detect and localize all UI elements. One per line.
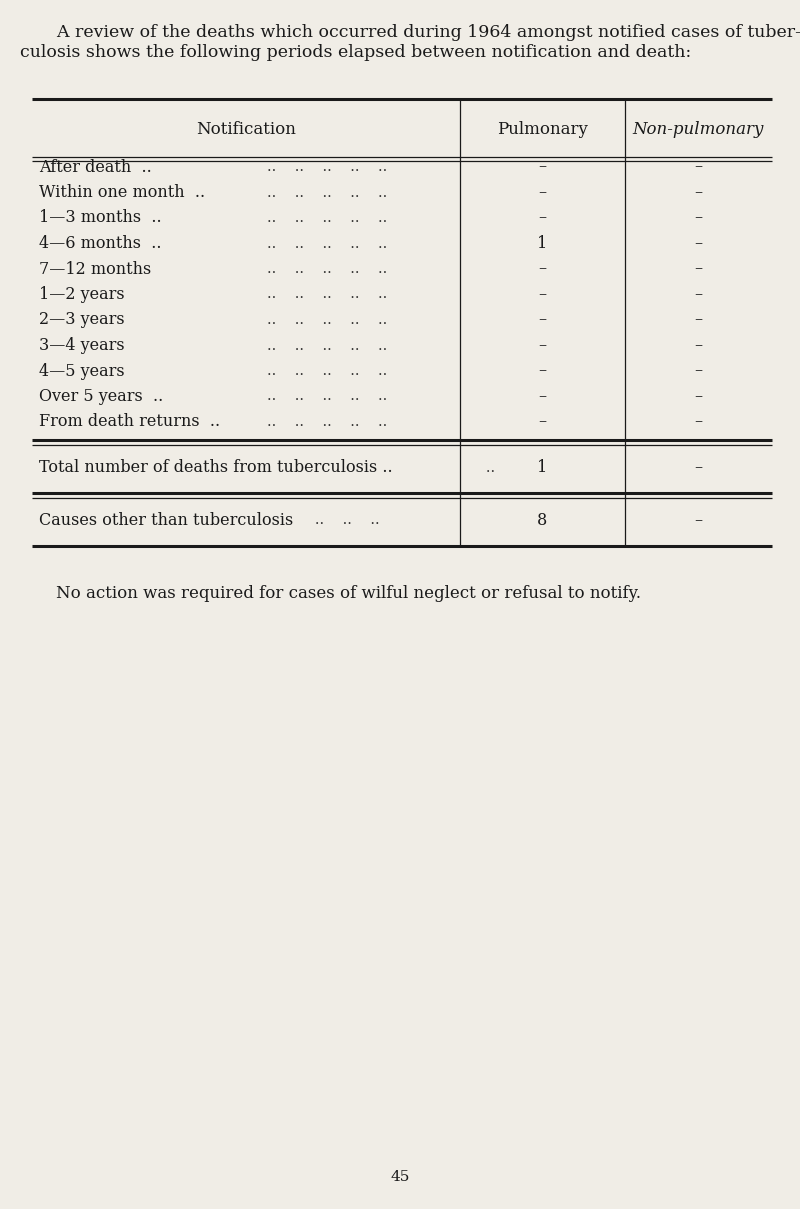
Text: –: –	[538, 287, 546, 303]
Text: 4—6 months  ..: 4—6 months ..	[39, 235, 162, 251]
Text: 1—2 years: 1—2 years	[39, 287, 125, 303]
Text: After death  ..: After death ..	[39, 158, 152, 175]
Text: 4—5 years: 4—5 years	[39, 363, 125, 380]
Text: –: –	[538, 413, 546, 430]
Text: –: –	[694, 388, 702, 405]
Text: Pulmonary: Pulmonary	[497, 121, 588, 138]
Text: –: –	[538, 388, 546, 405]
Text: ..    ..    ..: .. .. ..	[301, 514, 380, 527]
Text: ..    ..    ..    ..    ..: .. .. .. .. ..	[267, 288, 387, 301]
Text: culosis shows the following periods elapsed between notification and death:: culosis shows the following periods elap…	[20, 44, 691, 60]
Text: From death returns  ..: From death returns ..	[39, 413, 220, 430]
Text: ..    ..    ..    ..    ..: .. .. .. .. ..	[267, 415, 387, 429]
Text: –: –	[538, 158, 546, 175]
Text: –: –	[538, 209, 546, 226]
Text: ..    ..    ..    ..    ..: .. .. .. .. ..	[267, 364, 387, 378]
Text: –: –	[694, 260, 702, 278]
Text: ..    ..    ..    ..    ..: .. .. .. .. ..	[267, 389, 387, 404]
Text: 1: 1	[538, 459, 548, 476]
Text: –: –	[538, 260, 546, 278]
Text: ..    ..    ..    ..    ..: .. .. .. .. ..	[267, 313, 387, 326]
Text: ..    ..    ..    ..    ..: .. .. .. .. ..	[267, 212, 387, 225]
Text: 3—4 years: 3—4 years	[39, 337, 125, 354]
Text: –: –	[694, 337, 702, 354]
Text: –: –	[538, 312, 546, 329]
Text: 8: 8	[538, 511, 548, 530]
Text: –: –	[694, 312, 702, 329]
Text: –: –	[694, 413, 702, 430]
Text: ..: ..	[472, 461, 495, 474]
Text: –: –	[538, 337, 546, 354]
Text: –: –	[694, 235, 702, 251]
Text: –: –	[538, 184, 546, 201]
Text: –: –	[694, 363, 702, 380]
Text: 1: 1	[538, 235, 548, 251]
Text: –: –	[538, 363, 546, 380]
Text: Notification: Notification	[196, 121, 296, 138]
Text: ..    ..    ..    ..    ..: .. .. .. .. ..	[267, 237, 387, 250]
Text: Over 5 years  ..: Over 5 years ..	[39, 388, 163, 405]
Text: No action was required for cases of wilful neglect or refusal to notify.: No action was required for cases of wilf…	[35, 585, 641, 602]
Text: Non-pulmonary: Non-pulmonary	[633, 121, 764, 138]
Text: Causes other than tuberculosis: Causes other than tuberculosis	[39, 511, 294, 530]
Text: ..    ..    ..    ..    ..: .. .. .. .. ..	[267, 262, 387, 276]
Text: 1—3 months  ..: 1—3 months ..	[39, 209, 162, 226]
Text: Within one month  ..: Within one month ..	[39, 184, 205, 201]
Text: –: –	[694, 158, 702, 175]
Text: –: –	[694, 459, 702, 476]
Text: –: –	[694, 511, 702, 530]
Text: –: –	[694, 209, 702, 226]
Text: Total number of deaths from tuberculosis ..: Total number of deaths from tuberculosis…	[39, 459, 393, 476]
Text: –: –	[694, 287, 702, 303]
Text: 2—3 years: 2—3 years	[39, 312, 125, 329]
Text: ..    ..    ..    ..    ..: .. .. .. .. ..	[267, 339, 387, 353]
Text: ..    ..    ..    ..    ..: .. .. .. .. ..	[267, 185, 387, 199]
Text: 7—12 months: 7—12 months	[39, 260, 151, 278]
Text: –: –	[694, 184, 702, 201]
Text: ..    ..    ..    ..    ..: .. .. .. .. ..	[267, 160, 387, 174]
Text: 45: 45	[390, 1170, 410, 1184]
Text: A review of the deaths which occurred during 1964 amongst notified cases of tube: A review of the deaths which occurred du…	[35, 24, 800, 41]
